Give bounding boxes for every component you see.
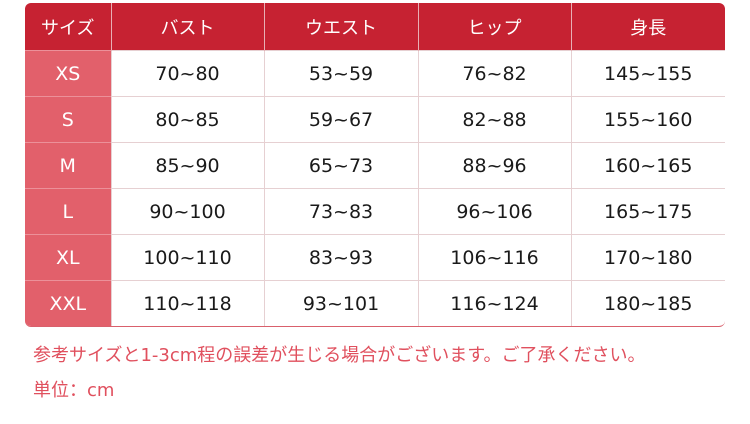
cell-hip: 116~124 xyxy=(417,280,571,326)
cell-bust: 80~85 xyxy=(110,96,264,143)
cell-height: 155~160 xyxy=(570,96,725,143)
header-hip: ヒップ xyxy=(417,3,571,51)
size-chart: サイズ バスト ウエスト ヒップ 身長 XS 70~80 53~59 76~82 145… xyxy=(25,3,725,327)
cell-waist: 53~59 xyxy=(263,50,418,97)
header-row: サイズ バスト ウエスト ヒップ 身長 xyxy=(25,3,725,51)
disclaimer-note: 参考サイズと1-3cm程の誤差が生じる場合がございます。ご了承ください。 xyxy=(33,345,646,366)
table-row: L 90~100 73~83 96~106 165~175 xyxy=(25,188,725,235)
cell-height: 145~155 xyxy=(570,50,725,97)
header-bust: バスト xyxy=(110,3,264,51)
table-row: M 85~90 65~73 88~96 160~165 xyxy=(25,142,725,189)
cell-size: XXL xyxy=(25,280,111,326)
cell-waist: 93~101 xyxy=(263,280,418,326)
header-waist: ウエスト xyxy=(263,3,418,51)
cell-hip: 88~96 xyxy=(417,142,571,189)
cell-hip: 82~88 xyxy=(417,96,571,143)
header-height: 身長 xyxy=(570,3,725,51)
table-row: XS 70~80 53~59 76~82 145~155 xyxy=(25,50,725,97)
cell-waist: 73~83 xyxy=(263,188,418,235)
cell-bust: 70~80 xyxy=(110,50,264,97)
cell-bust: 90~100 xyxy=(110,188,264,235)
cell-size: S xyxy=(25,96,111,143)
unit-note: 単位：cm xyxy=(33,380,115,401)
table-row: XXL 110~118 93~101 116~124 180~185 xyxy=(25,280,725,326)
header-size: サイズ xyxy=(25,3,111,51)
cell-bust: 100~110 xyxy=(110,234,264,281)
cell-height: 165~175 xyxy=(570,188,725,235)
cell-hip: 76~82 xyxy=(417,50,571,97)
cell-height: 160~165 xyxy=(570,142,725,189)
cell-size: XS xyxy=(25,50,111,97)
cell-hip: 106~116 xyxy=(417,234,571,281)
table-row: S 80~85 59~67 82~88 155~160 xyxy=(25,96,725,143)
cell-size: M xyxy=(25,142,111,189)
table-row: XL 100~110 83~93 106~116 170~180 xyxy=(25,234,725,281)
cell-waist: 65~73 xyxy=(263,142,418,189)
cell-bust: 85~90 xyxy=(110,142,264,189)
cell-size: XL xyxy=(25,234,111,281)
cell-waist: 59~67 xyxy=(263,96,418,143)
cell-hip: 96~106 xyxy=(417,188,571,235)
cell-bust: 110~118 xyxy=(110,280,264,326)
cell-height: 170~180 xyxy=(570,234,725,281)
cell-size: L xyxy=(25,188,111,235)
cell-waist: 83~93 xyxy=(263,234,418,281)
cell-height: 180~185 xyxy=(570,280,725,326)
